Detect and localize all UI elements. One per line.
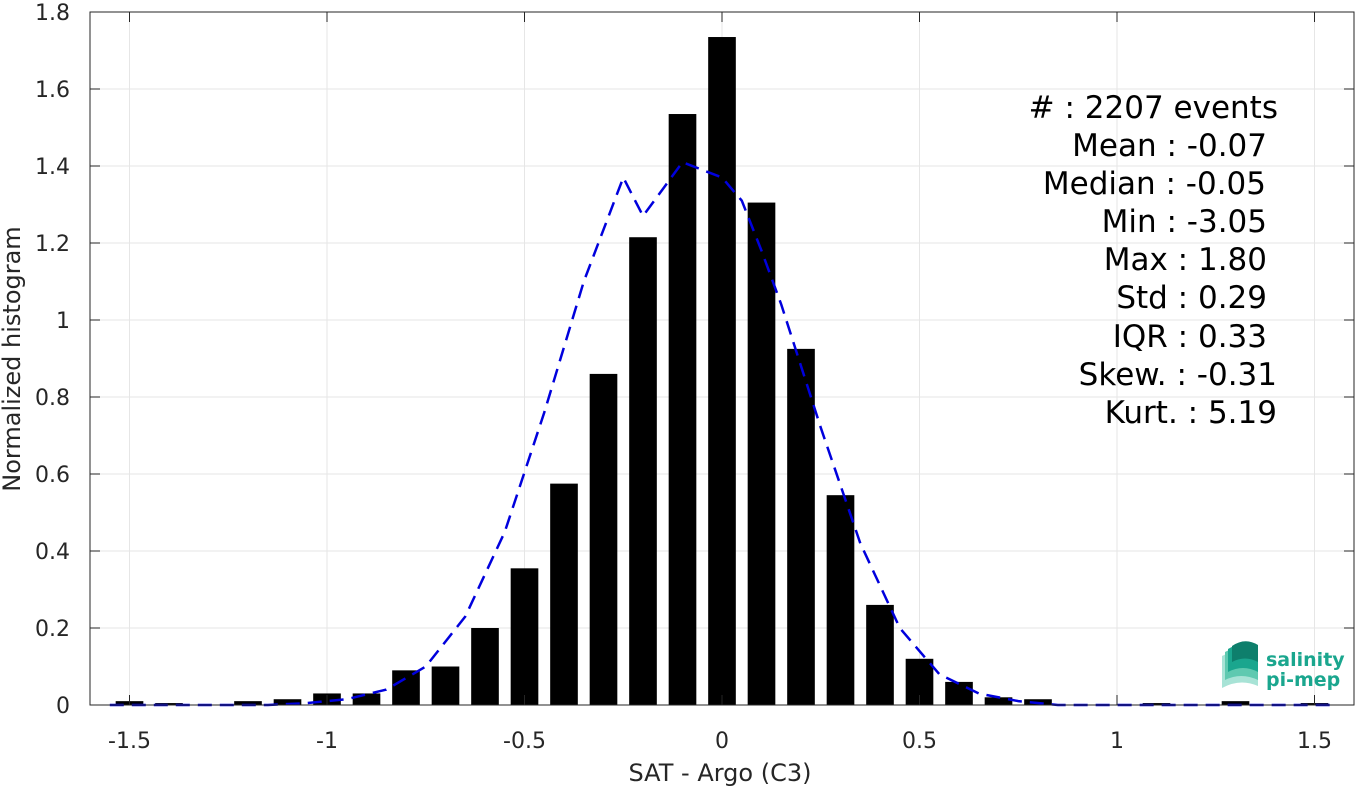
histogram-bar (708, 37, 736, 705)
histogram-bar (668, 114, 697, 705)
y-tick-label: 1.6 (35, 78, 70, 103)
stat-min: Min : -3.05 (1102, 204, 1267, 240)
histogram-bar (589, 373, 618, 705)
stat-std: Std : 0.29 (1116, 280, 1267, 316)
histogram-bar (945, 681, 973, 705)
histogram-bar (787, 348, 815, 705)
x-tick-label: -1 (316, 729, 338, 754)
statistics-annotations: # : 2207 events Mean : -0.07 Median : -0… (1029, 90, 1278, 431)
histogram-bar (273, 699, 302, 705)
histogram-bar (984, 697, 1013, 705)
histogram-bar (1221, 701, 1250, 705)
stat-max: Max : 1.80 (1104, 242, 1267, 278)
histogram-bar (352, 693, 381, 705)
x-axis-ticks: -1.5 -1 -0.5 0 0.5 1 1.5 (108, 12, 1332, 754)
x-tick-label: 0 (715, 729, 729, 754)
stat-skew: Skew. : -0.31 (1079, 357, 1277, 393)
x-tick-label: 1.5 (1297, 729, 1332, 754)
histogram-bar (392, 670, 420, 705)
stat-events: # : 2207 events (1029, 90, 1278, 126)
histogram-bar (510, 568, 539, 705)
histogram-bar (629, 237, 657, 705)
stat-median: Median : -0.05 (1043, 166, 1266, 202)
histogram-bar (550, 483, 578, 705)
x-tick-label: 1 (1110, 729, 1124, 754)
histogram-bar (234, 701, 262, 705)
wave-logo-icon (1222, 641, 1258, 688)
histogram-bar (471, 628, 499, 705)
x-axis-label: SAT - Argo (C3) (629, 759, 812, 787)
histogram-bar (155, 703, 183, 705)
histogram-bar (826, 495, 855, 705)
y-tick-label: 1.2 (35, 232, 70, 257)
salinity-pi-mep-logo: salinity pi-mep (1222, 641, 1345, 691)
x-tick-label: -0.5 (503, 729, 546, 754)
histogram-bar (747, 202, 776, 705)
stat-iqr: IQR : 0.33 (1113, 319, 1267, 355)
x-tick-label: 0.5 (902, 729, 937, 754)
y-tick-label: 0.4 (35, 540, 70, 565)
y-tick-label: 1.8 (35, 1, 70, 26)
stat-mean: Mean : -0.07 (1072, 128, 1267, 164)
y-tick-label: 0 (56, 694, 70, 719)
histogram-bar (1142, 703, 1171, 705)
y-tick-label: 1 (56, 309, 70, 334)
x-tick-label: -1.5 (108, 729, 151, 754)
histogram-bar (866, 604, 894, 705)
stat-kurt: Kurt. : 5.19 (1105, 395, 1277, 431)
y-tick-label: 0.6 (35, 463, 70, 488)
logo-line2: pi-mep (1266, 669, 1340, 691)
histogram-bar (431, 666, 460, 705)
y-tick-label: 0.2 (35, 617, 70, 642)
logo-line1: salinity (1266, 649, 1345, 671)
y-axis-ticks: 0 0.2 0.4 0.6 0.8 1 1.2 1.4 1.6 1.8 (35, 1, 1354, 719)
y-tick-label: 0.8 (35, 386, 70, 411)
y-tick-label: 1.4 (35, 155, 70, 180)
histogram-bars (115, 37, 1329, 705)
y-axis-label: Normalized histogram (0, 226, 26, 491)
